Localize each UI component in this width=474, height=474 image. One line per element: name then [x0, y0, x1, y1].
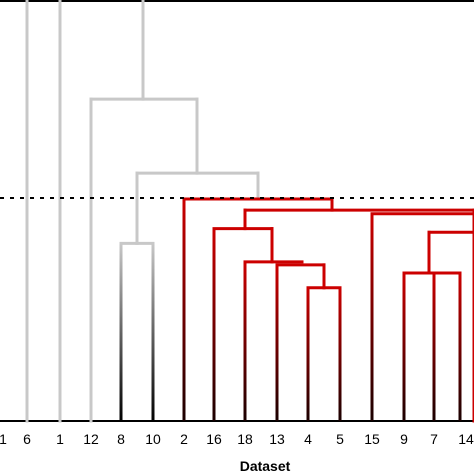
x-axis-title: Dataset — [240, 458, 291, 474]
dendrogram-links — [25, 0, 474, 423]
link-leaf-4 — [306, 287, 310, 421]
link-leaf-2 — [182, 199, 186, 421]
leaf-label-1: 1 — [0, 431, 7, 447]
leaf-label-13: 15 — [364, 431, 380, 447]
leaf-tick-labels: 1 6 1 12 8 10 2 16 18 13 4 5 15 9 7 14 — [0, 431, 474, 447]
leaf-label-9: 18 — [237, 431, 253, 447]
leaf-label-11: 4 — [304, 431, 312, 447]
leaf-label-14: 9 — [400, 431, 408, 447]
leaf-label-15: 7 — [430, 431, 438, 447]
link-leaf-9 — [402, 273, 406, 421]
leaf-label-2: 6 — [23, 431, 31, 447]
link-leaf-14 — [458, 273, 462, 421]
plot-frame — [0, 0, 474, 422]
link-leaf-7 — [432, 273, 436, 421]
link-leaf-8 — [119, 243, 123, 421]
link-leaf-15 — [370, 213, 374, 421]
leaf-label-7: 2 — [180, 431, 188, 447]
link-leaf-16 — [212, 228, 216, 421]
leaf-label-8: 16 — [206, 431, 222, 447]
leaf-label-6: 10 — [145, 431, 161, 447]
leaf-label-3: 1 — [56, 431, 64, 447]
leaf-label-4: 12 — [83, 431, 99, 447]
link-leaf-10 — [151, 243, 155, 421]
leaf-label-10: 13 — [269, 431, 285, 447]
leaf-label-5: 8 — [117, 431, 125, 447]
link-leaf-18 — [243, 261, 247, 421]
leaf-label-12: 5 — [336, 431, 344, 447]
link-leaf-5 — [338, 287, 342, 421]
link-leaf-13 — [275, 264, 279, 421]
leaf-label-16: 14 — [458, 431, 474, 447]
